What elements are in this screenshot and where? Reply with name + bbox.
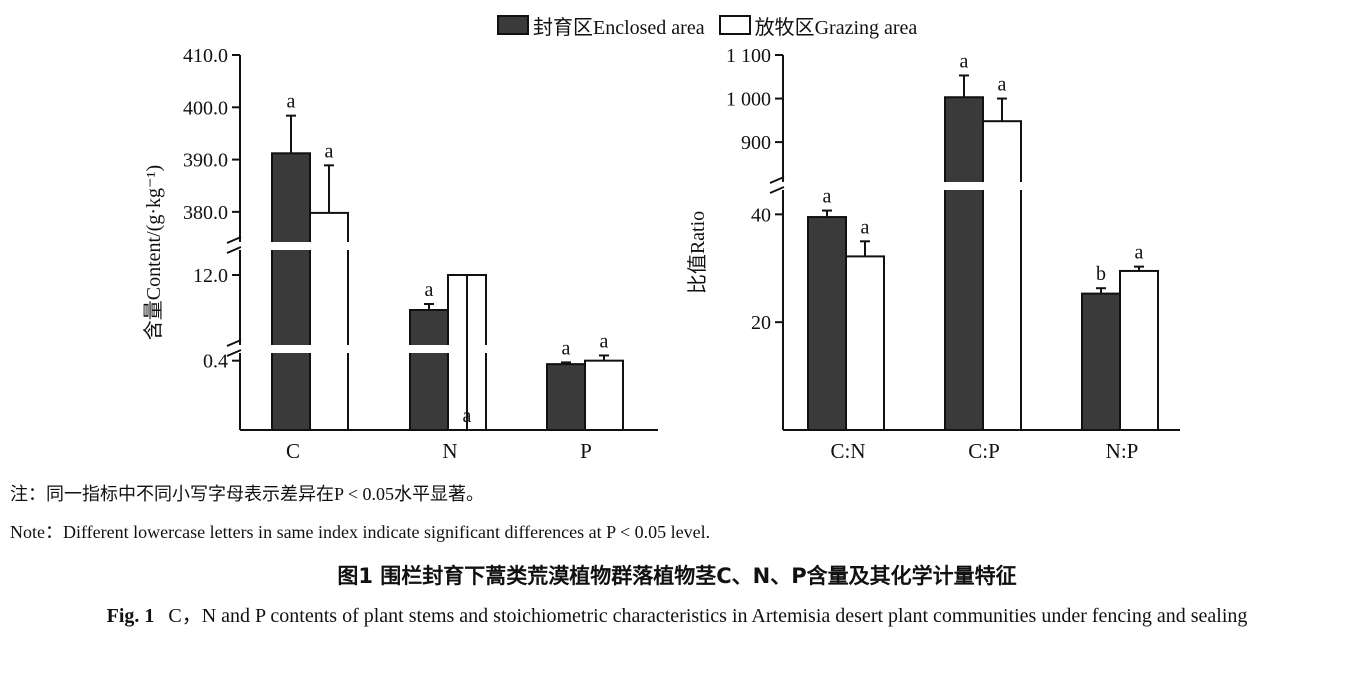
- significance-letter: a: [823, 186, 832, 208]
- x-tick-label: C:N: [830, 439, 865, 463]
- y-tick-label: 400.0: [183, 97, 228, 119]
- bar: [271, 152, 311, 431]
- legend-label-enclosed: 封育区Enclosed area: [533, 16, 705, 39]
- bar-break-gap: [270, 345, 312, 353]
- significance-letter: a: [998, 74, 1007, 96]
- legend-label-grazing: 放牧区Grazing area: [754, 16, 918, 39]
- bar-break-gap: [408, 345, 450, 353]
- y-tick-label: 20: [751, 312, 771, 334]
- axis-break-gap-0-1: [226, 345, 244, 353]
- axis-break-mark: [226, 339, 242, 347]
- significance-letter: a: [562, 337, 571, 359]
- bar: [584, 359, 624, 431]
- y-tick-label: 1 000: [726, 89, 771, 111]
- x-tick-label: C: [286, 439, 300, 463]
- y-tick-label: 390.0: [183, 150, 228, 172]
- bar-break-gap: [308, 242, 350, 250]
- legend-swatch-enclosed: [497, 15, 529, 35]
- significance-letter: a: [600, 330, 609, 352]
- bar-break-gap: [943, 182, 985, 190]
- significance-letter: a: [463, 405, 472, 427]
- bar: [807, 216, 847, 431]
- y-tick-label: 0.4: [203, 351, 228, 373]
- bar: [409, 309, 449, 431]
- figure-title-en-label: Fig. 1: [106, 605, 155, 627]
- legend: 封育区Enclosed area 放牧区Grazing area: [497, 10, 931, 40]
- x-tick-label: N:P: [1106, 439, 1139, 463]
- y-axis-label: 含量Content/(g·kg⁻¹): [142, 165, 165, 340]
- y-tick-label: 900: [741, 132, 771, 154]
- bar-break-gap: [270, 242, 312, 250]
- y-tick-label: 380.0: [183, 202, 228, 224]
- significance-letter: a: [425, 279, 434, 301]
- legend-item-grazing: 放牧区Grazing area: [718, 11, 918, 40]
- axis-break-gap-1-0: [769, 182, 787, 190]
- axis-break-mark: [769, 176, 785, 184]
- legend-swatch-grazing: [718, 15, 751, 35]
- significance-letter: a: [861, 216, 870, 238]
- significance-letter: b: [1096, 263, 1106, 285]
- y-tick-label: 410.0: [183, 45, 228, 67]
- bar-break-gap: [981, 182, 1023, 190]
- note-zh: 注：同一指标中不同小写字母表示差异在P < 0.05水平显著。: [10, 484, 484, 504]
- chart-canvas: 410.0 400.0 390.0 380.0 12.0 0.4 含量Content/(g·…: [142, 45, 1180, 463]
- figure: 封育区Enclosed area 放牧区Grazing area 410.0 40…: [142, 10, 1180, 463]
- significance-letter: a: [287, 91, 296, 113]
- x-tick-label: C:P: [968, 439, 1000, 463]
- axis-break-mark: [226, 246, 242, 254]
- x-tick-label: N: [442, 439, 457, 463]
- y-tick-label: 12.0: [193, 265, 228, 287]
- bar: [546, 363, 586, 431]
- legend-item-enclosed: 封育区Enclosed area: [497, 11, 705, 40]
- axis-break-gap-0-0: [226, 242, 244, 250]
- figure-title-en: Fig. 1 C，N and P contents of plant stems …: [0, 600, 1354, 632]
- bar: [944, 96, 984, 431]
- note-en: Note：Different lowercase letters in same…: [10, 522, 711, 542]
- figure-title-zh: 图1 围栏封育下蒿类荒漠植物群落植物茎C、N、P含量及其化学计量特征: [337, 564, 1017, 588]
- figure-title-en-text: C，N and P contents of plant stems and st…: [168, 605, 1248, 627]
- axis-break-mark: [769, 186, 785, 194]
- y-axis-label: 比值Ratio: [686, 211, 709, 294]
- bar: [1081, 292, 1121, 431]
- significance-letter: a: [1135, 242, 1144, 264]
- y-tick-label: 1 100: [726, 45, 771, 67]
- significance-letter: a: [960, 50, 969, 72]
- bar: [1119, 269, 1159, 431]
- bar-break-gap: [308, 345, 350, 353]
- y-tick-label: 40: [751, 204, 771, 226]
- x-tick-label: P: [580, 439, 592, 463]
- bar: [845, 255, 885, 431]
- axis-break-mark: [226, 236, 242, 244]
- significance-letter: a: [325, 140, 334, 162]
- axis-break-mark: [226, 349, 242, 357]
- bar: [982, 120, 1022, 432]
